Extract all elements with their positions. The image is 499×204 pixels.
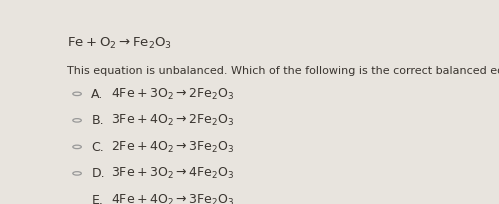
Text: C.: C. (91, 140, 104, 153)
Text: A.: A. (91, 87, 104, 100)
Text: E.: E. (91, 193, 103, 204)
Text: $\mathrm{4Fe + 3O_2 \rightarrow 2Fe_2O_3}$: $\mathrm{4Fe + 3O_2 \rightarrow 2Fe_2O_3… (111, 86, 234, 101)
Text: $\mathrm{Fe + O_2 \rightarrow Fe_2O_3}$: $\mathrm{Fe + O_2 \rightarrow Fe_2O_3}$ (67, 35, 172, 51)
Text: $\mathrm{3Fe + 3O_2 \rightarrow 4Fe_2O_3}$: $\mathrm{3Fe + 3O_2 \rightarrow 4Fe_2O_3… (111, 165, 234, 180)
Text: $\mathrm{3Fe + 4O_2 \rightarrow 2Fe_2O_3}$: $\mathrm{3Fe + 4O_2 \rightarrow 2Fe_2O_3… (111, 112, 234, 128)
Text: D.: D. (91, 166, 105, 179)
Text: B.: B. (91, 113, 104, 126)
Text: $\mathrm{2Fe + 4O_2 \rightarrow 3Fe_2O_3}$: $\mathrm{2Fe + 4O_2 \rightarrow 3Fe_2O_3… (111, 139, 234, 154)
Text: This equation is unbalanced. Which of the following is the correct balanced equa: This equation is unbalanced. Which of th… (67, 65, 499, 75)
Text: $\mathrm{4Fe + 4O_2 \rightarrow 3Fe_2O_3}$: $\mathrm{4Fe + 4O_2 \rightarrow 3Fe_2O_3… (111, 192, 234, 204)
